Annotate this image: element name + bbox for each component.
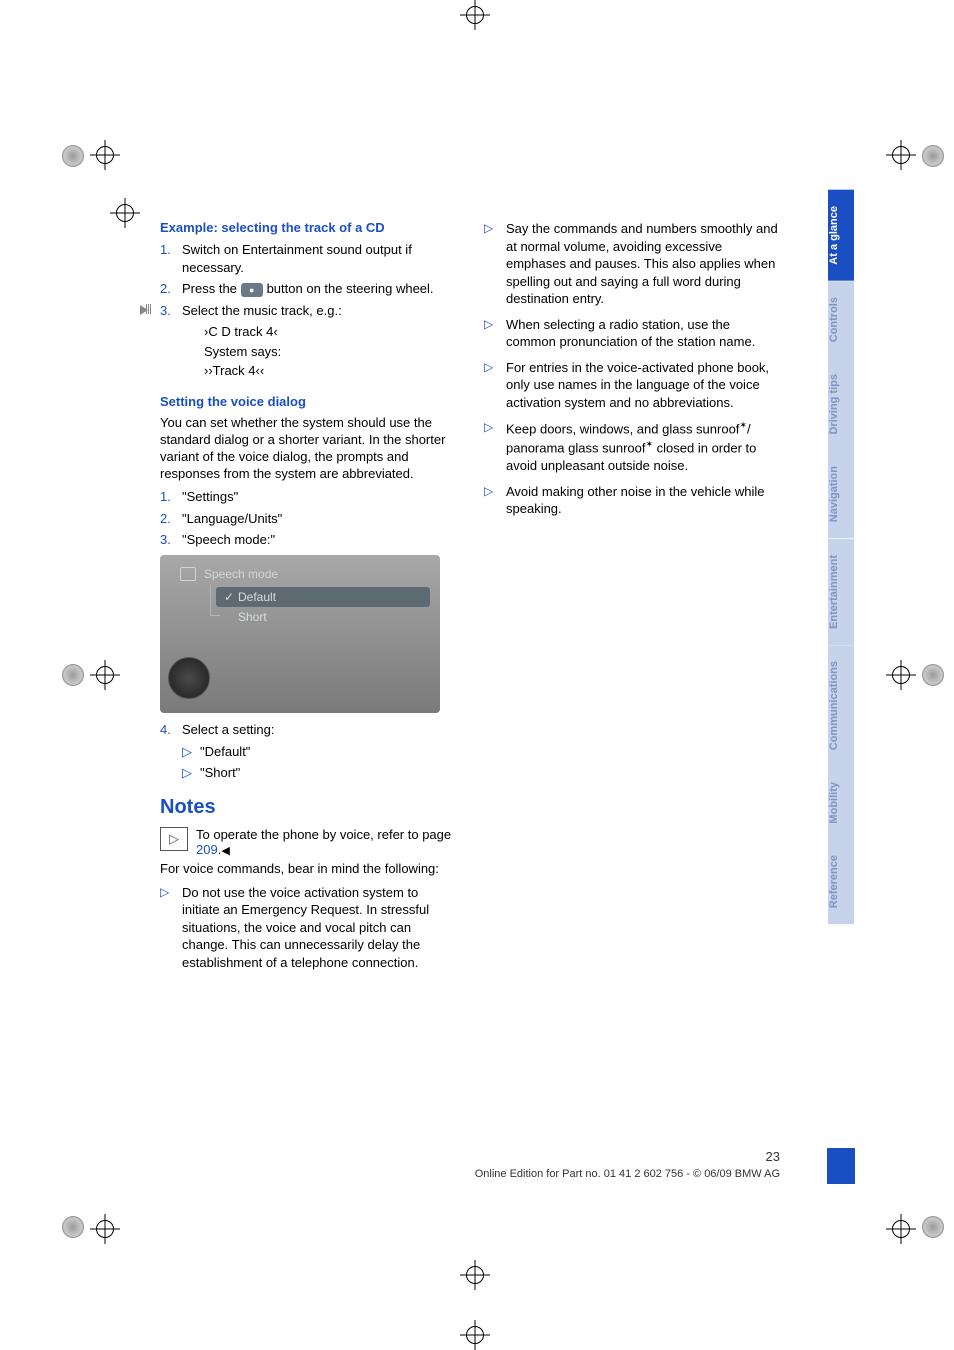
step-number: 1. — [160, 241, 182, 276]
step-text: "Speech mode:" — [182, 531, 456, 549]
step-number: 3. — [160, 302, 182, 320]
tab-at-a-glance[interactable]: At a glance — [828, 190, 854, 281]
triangle-bullet-icon: ▷ — [484, 220, 506, 308]
triangle-bullet-icon: ▷ — [484, 483, 506, 518]
register-mark — [90, 1214, 120, 1244]
footer-line: Online Edition for Part no. 01 41 2 602 … — [475, 1168, 780, 1180]
bullet-item: ▷ When selecting a radio station, use th… — [484, 316, 780, 351]
page-footer: 23 Online Edition for Part no. 01 41 2 6… — [160, 1149, 780, 1180]
register-mark — [460, 0, 490, 30]
content-area: Example: selecting the track of a CD 1. … — [160, 220, 780, 1090]
register-mark — [90, 140, 120, 170]
tab-controls[interactable]: Controls — [828, 281, 854, 358]
idrive-screenshot: Speech mode ✓ Default Short — [160, 555, 440, 713]
triangle-bullet-icon: ▷ — [484, 316, 506, 351]
register-mark — [110, 198, 140, 228]
step-text: Press the ● button on the steering wheel… — [182, 280, 456, 298]
side-tabs: At a glance Controls Driving tips Naviga… — [828, 190, 854, 925]
step-number: 2. — [160, 510, 182, 528]
check-icon: ✓ — [224, 590, 238, 604]
register-mark — [460, 1260, 490, 1290]
crop-mark — [922, 1216, 944, 1238]
voice-command: ›C D track 4‹ — [160, 323, 456, 341]
tab-communications[interactable]: Communications — [828, 645, 854, 766]
step-text: Select a setting: — [182, 721, 456, 739]
step-text: Switch on Entertainment sound output if … — [182, 241, 456, 276]
system-says-label: System says: — [160, 343, 456, 361]
triangle-bullet-icon: ▷ — [160, 884, 182, 972]
list-item: 1. "Settings" — [160, 488, 456, 506]
list-item: 3. "Speech mode:" — [160, 531, 456, 549]
end-marker-icon: ◀ — [221, 845, 229, 857]
step-number: 1. — [160, 488, 182, 506]
tab-entertainment[interactable]: Entertainment — [828, 539, 854, 645]
paragraph: You can set whether the system should us… — [160, 415, 456, 483]
bullet-item: ▷ For entries in the voice-activated pho… — [484, 359, 780, 412]
idrive-controller-icon — [168, 657, 210, 699]
screenshot-row-selected: ✓ Default — [216, 587, 430, 607]
step-number: 4. — [160, 721, 182, 739]
tab-mobility[interactable]: Mobility — [828, 766, 854, 840]
page-reference-link[interactable]: 209 — [196, 842, 218, 857]
sub-list-item: ▷ "Default" — [160, 743, 456, 761]
voice-button-icon: ● — [241, 283, 263, 297]
register-mark — [460, 1320, 490, 1350]
triangle-bullet-icon: ▷ — [484, 419, 506, 474]
step-number: 3. — [160, 531, 182, 549]
note-text: To operate the phone by voice, refer to … — [196, 827, 456, 857]
page-number: 23 — [160, 1149, 780, 1164]
footnote-marker: ✶ — [739, 420, 747, 430]
crop-mark — [62, 145, 84, 167]
list-item: 1. Switch on Entertainment sound output … — [160, 241, 456, 276]
step-text: Select the music track, e.g.: — [182, 302, 456, 320]
list-item: 3. Select the music track, e.g.: — [140, 302, 456, 320]
crop-mark — [922, 145, 944, 167]
heading-setting-voice: Setting the voice dialog — [160, 394, 456, 409]
crop-mark — [62, 664, 84, 686]
screenshot-title: Speech mode — [170, 565, 430, 587]
crop-mark — [62, 1216, 84, 1238]
step-number: 2. — [160, 280, 182, 298]
footnote-marker: ✶ — [645, 439, 653, 449]
triangle-bullet-icon: ▷ — [182, 764, 200, 782]
tab-navigation[interactable]: Navigation — [828, 450, 854, 538]
paragraph: For voice commands, bear in mind the fol… — [160, 861, 456, 878]
register-mark — [90, 660, 120, 690]
crop-mark — [922, 664, 944, 686]
voice-icon — [140, 302, 156, 316]
two-column-layout: Example: selecting the track of a CD 1. … — [160, 220, 780, 1090]
sub-list-item: ▷ "Short" — [160, 764, 456, 782]
note-icon: ▷ — [160, 827, 188, 851]
footer-accent-bar — [827, 1148, 855, 1184]
note-box: ▷ To operate the phone by voice, refer t… — [160, 827, 456, 857]
register-mark — [886, 660, 916, 690]
page-wrap: Example: selecting the track of a CD 1. … — [0, 0, 954, 1350]
heading-example: Example: selecting the track of a CD — [160, 220, 456, 235]
bullet-item: ▷ Avoid making other noise in the vehicl… — [484, 483, 780, 518]
bullet-item: ▷ Do not use the voice activation system… — [160, 884, 456, 972]
heading-notes: Notes — [160, 796, 456, 819]
screenshot-row: Short — [216, 607, 430, 627]
step-text: "Settings" — [182, 488, 456, 506]
list-item: 2. "Language/Units" — [160, 510, 456, 528]
bullet-item: ▷ Say the commands and numbers smoothly … — [484, 220, 780, 308]
register-mark — [886, 140, 916, 170]
system-response: ››Track 4‹‹ — [160, 362, 456, 380]
register-mark — [886, 1214, 916, 1244]
list-item: 2. Press the ● button on the steering wh… — [160, 280, 456, 298]
triangle-bullet-icon: ▷ — [484, 359, 506, 412]
tab-reference[interactable]: Reference — [828, 839, 854, 924]
triangle-bullet-icon: ▷ — [182, 743, 200, 761]
bullet-item: ▷ Keep doors, windows, and glass sunroof… — [484, 419, 780, 474]
list-item: 4. Select a setting: — [160, 721, 456, 739]
tab-driving-tips[interactable]: Driving tips — [828, 358, 854, 451]
step-text: "Language/Units" — [182, 510, 456, 528]
